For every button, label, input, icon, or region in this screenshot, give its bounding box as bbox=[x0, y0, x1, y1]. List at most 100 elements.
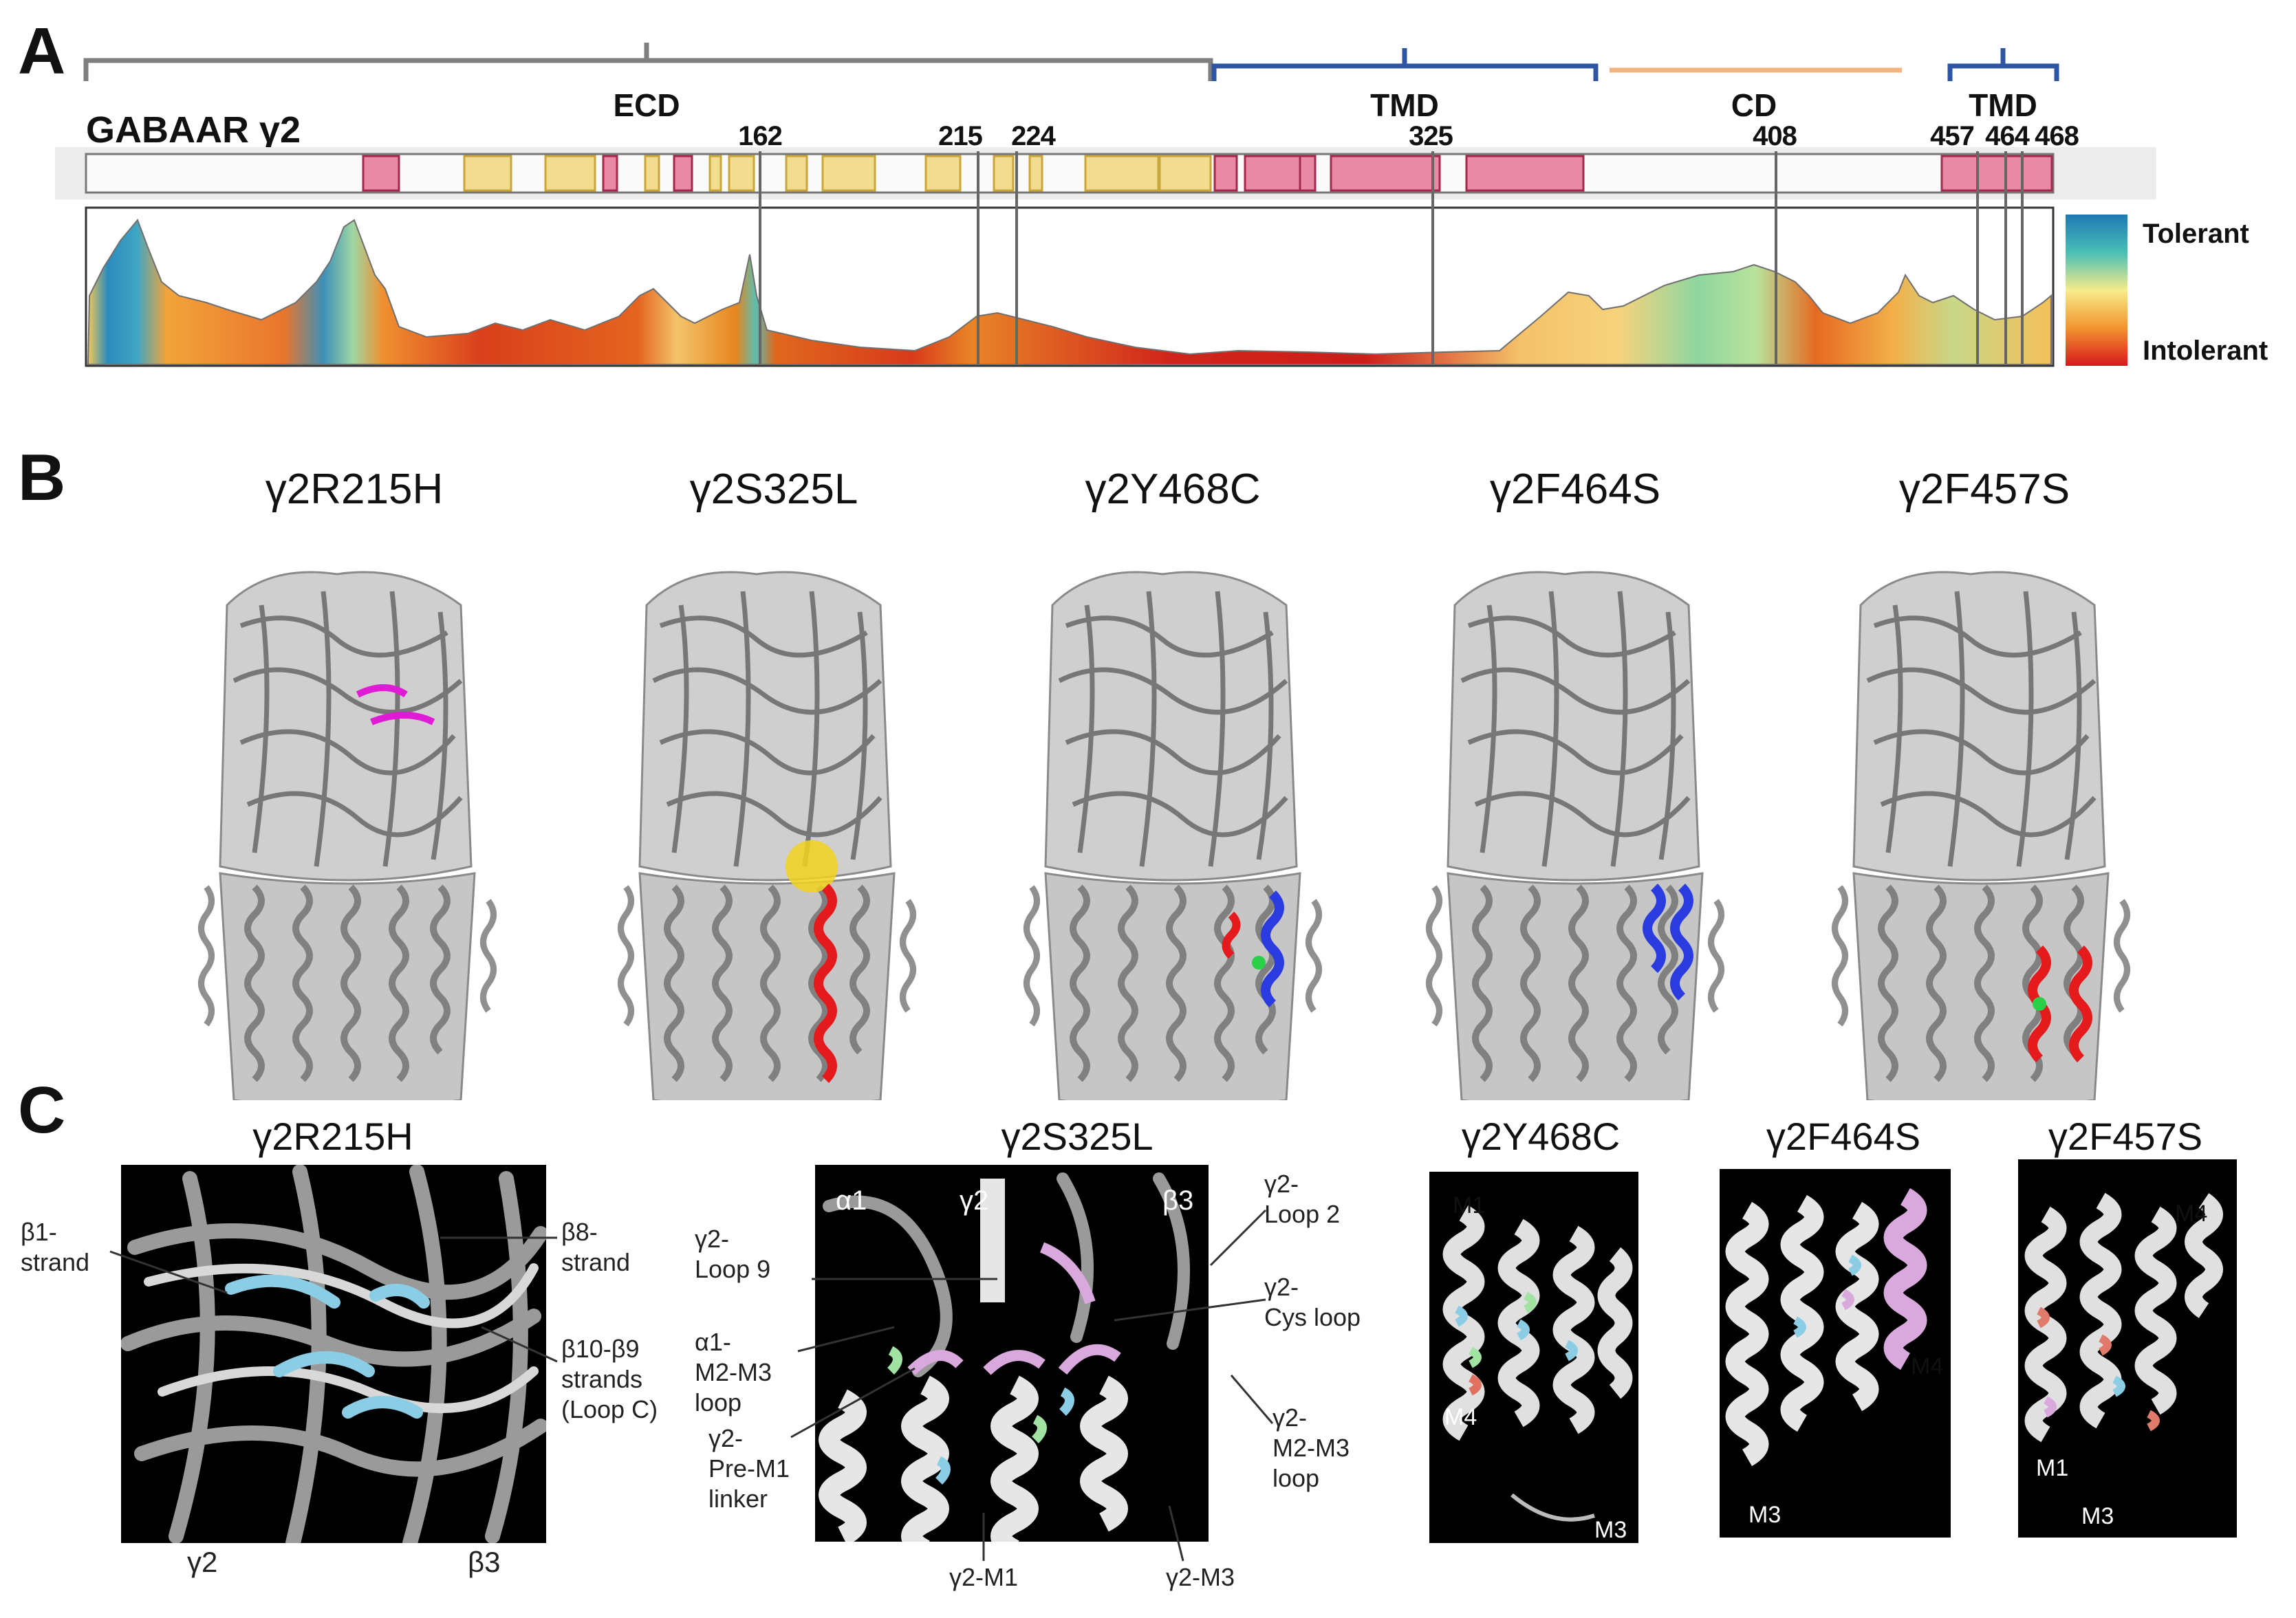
label-gamma2-inner: γ2 bbox=[960, 1185, 989, 1216]
label-g2-m1: γ2-M1 bbox=[949, 1563, 1019, 1591]
bracket-tmd-2 bbox=[1947, 48, 2059, 81]
structure-f464s bbox=[1429, 572, 1722, 1100]
c-title-s325l: γ2S325L bbox=[1001, 1115, 1154, 1158]
receptor-structures bbox=[0, 529, 2296, 1100]
c-panel-y468c: M1 M4 M3 bbox=[1429, 1172, 1638, 1543]
bracket-ecd bbox=[83, 43, 1213, 81]
tolerance-landscape bbox=[87, 219, 2052, 365]
c-title-r215h: γ2R215H bbox=[252, 1115, 413, 1158]
mutation-highlight bbox=[1252, 956, 1266, 970]
legend-intolerant: Intolerant bbox=[2143, 336, 2268, 366]
strand-segment bbox=[1158, 155, 1212, 192]
residue-guides bbox=[759, 151, 2024, 364]
label-g2-m2m3-loop: γ2- M2-M3 loop bbox=[1272, 1403, 1350, 1492]
label-m3: M3 bbox=[1594, 1517, 1627, 1543]
label-gamma2: γ2 bbox=[187, 1546, 218, 1578]
residue-label: 464 bbox=[1985, 121, 2030, 151]
c1-leaders bbox=[109, 1236, 558, 1363]
residue-label: 162 bbox=[738, 121, 783, 151]
mutation-highlight bbox=[786, 840, 838, 893]
b-title-y468c: γ2Y468C bbox=[1085, 466, 1261, 513]
label-a1-m2m3-loop: α1- M2-M3 loop bbox=[695, 1328, 772, 1417]
c-panel-f464s: M4 M3 bbox=[1720, 1169, 1951, 1538]
panel-label-a: A bbox=[18, 14, 66, 88]
residue-label: 224 bbox=[1011, 121, 1056, 151]
c-title-f464s: γ2F464S bbox=[1766, 1115, 1921, 1158]
label-cys-loop: γ2- Cys loop bbox=[1264, 1273, 1361, 1331]
c-panel-s325l: α1 γ2 β3 bbox=[815, 1165, 1209, 1542]
c-title-y468c: γ2Y468C bbox=[1461, 1115, 1621, 1158]
strand-segment bbox=[544, 155, 596, 192]
domain-brackets bbox=[83, 43, 2059, 81]
label-m3: M3 bbox=[1748, 1502, 1781, 1528]
label-beta3: β3 bbox=[468, 1546, 501, 1578]
mutation-helix bbox=[2069, 945, 2092, 1062]
domain-label-cd: CD bbox=[1731, 87, 1777, 123]
strand-segment bbox=[993, 155, 1015, 192]
residue-label: 215 bbox=[938, 121, 983, 151]
legend-gradient bbox=[2066, 215, 2127, 366]
label-m4: M4 bbox=[2175, 1201, 2208, 1227]
domain-label-tmd: TMD bbox=[1370, 87, 1439, 123]
helix-segment bbox=[673, 155, 693, 192]
structure-y468c bbox=[1027, 572, 1319, 1100]
strand-segment bbox=[785, 155, 808, 192]
panel-label-b: B bbox=[18, 441, 66, 514]
label-loop2: γ2- Loop 2 bbox=[1264, 1170, 1341, 1228]
label-b1-strand: β1- strand bbox=[21, 1218, 90, 1276]
legend-tolerant: Tolerant bbox=[2143, 219, 2249, 249]
helix-segment bbox=[1213, 155, 1238, 192]
tolerance-plot bbox=[85, 206, 2127, 367]
label-pre-m1-linker: γ2- Pre-M1 linker bbox=[708, 1424, 790, 1513]
b-title-s325l: γ2S325L bbox=[689, 466, 858, 513]
structure-f457s bbox=[1835, 572, 2127, 1100]
helix-render bbox=[819, 1172, 1190, 1542]
strand-segment bbox=[728, 155, 755, 192]
strands-render bbox=[121, 1165, 546, 1543]
mutation-helix bbox=[1643, 884, 1666, 973]
strand-segment bbox=[1084, 155, 1160, 192]
c-title-f457s: γ2F457S bbox=[2048, 1115, 2203, 1158]
mutation-highlight bbox=[2033, 997, 2046, 1011]
strand-segment bbox=[708, 155, 722, 192]
label-m1: M1 bbox=[2036, 1455, 2069, 1481]
mutation-highlight bbox=[356, 684, 435, 725]
c2-leaders bbox=[790, 1209, 1274, 1562]
structure-s325l bbox=[621, 572, 913, 1100]
structure-r215h bbox=[202, 572, 494, 1100]
mutation-helix bbox=[814, 884, 837, 1083]
mutation-helix bbox=[1261, 890, 1284, 1007]
helix-segment bbox=[1299, 155, 1317, 192]
label-m4: M4 bbox=[1911, 1353, 1944, 1379]
label-m3: M3 bbox=[2081, 1503, 2114, 1529]
helix-segment bbox=[362, 155, 400, 192]
residue-label: 325 bbox=[1409, 121, 1453, 151]
label-g2-m3: γ2-M3 bbox=[1166, 1563, 1235, 1591]
c-panel-f457s: M4 M1 M3 bbox=[2018, 1159, 2237, 1538]
panel-label-c: C bbox=[18, 1073, 66, 1147]
bracket-tmd-1 bbox=[1211, 48, 1599, 81]
label-b10-b9: β10-β9 strands (Loop C) bbox=[561, 1335, 658, 1423]
helix-segment bbox=[1330, 155, 1441, 192]
residue-label: 468 bbox=[2035, 121, 2079, 151]
strand-segment bbox=[1028, 155, 1043, 192]
label-beta3-inner: β3 bbox=[1162, 1185, 1194, 1216]
b-title-r215h: γ2R215H bbox=[265, 466, 444, 513]
strand-segment bbox=[644, 155, 660, 192]
helix-segment bbox=[1465, 155, 1585, 192]
label-b8-strand: β8- strand bbox=[561, 1218, 631, 1276]
mutation-helix bbox=[1222, 911, 1241, 959]
residue-label: 457 bbox=[1930, 121, 1975, 151]
strand-segment bbox=[463, 155, 512, 192]
protein-name: GABAAR γ2 bbox=[86, 109, 301, 151]
strand-segment bbox=[821, 155, 876, 192]
label-loop9: γ2- Loop 9 bbox=[695, 1225, 771, 1283]
label-m4: M4 bbox=[1444, 1404, 1477, 1430]
c-panel-r215h bbox=[121, 1165, 546, 1543]
helix-segment bbox=[602, 155, 618, 192]
secondary-structure-track bbox=[55, 147, 2156, 199]
mutation-helix bbox=[1670, 884, 1693, 1001]
b-title-f457s: γ2F457S bbox=[1898, 466, 2070, 513]
strand-segment bbox=[924, 155, 962, 192]
label-m1: M1 bbox=[1453, 1192, 1486, 1218]
